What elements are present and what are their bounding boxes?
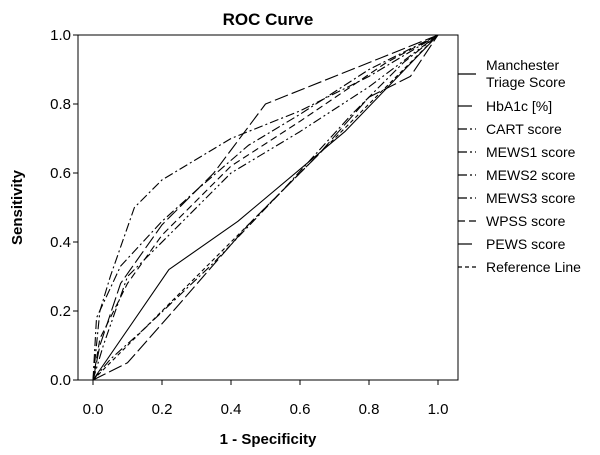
y-tick-label: 0.0 (50, 372, 71, 389)
roc-curve-wpss-score (92, 34, 439, 381)
y-tick-label: 1.0 (50, 27, 71, 44)
x-axis-label: 1 - Specificity (220, 431, 317, 448)
x-tick-label: 0.6 (290, 401, 311, 418)
roc-curve-reference-line (92, 34, 439, 381)
legend-label: HbA1c [%] (486, 98, 552, 114)
legend-label: CART score (486, 121, 562, 137)
roc-curve-mews3-score (92, 34, 439, 381)
legend-label: Triage Score (486, 74, 566, 90)
y-axis-label: Sensitivity (9, 169, 26, 245)
roc-curve-manchester-triage-score (92, 34, 439, 381)
chart-title: ROC Curve (223, 10, 314, 29)
legend-label: MEWS1 score (486, 144, 576, 160)
y-tick-label: 0.2 (50, 303, 71, 320)
roc-curve-cart-score (92, 34, 439, 381)
plot-area (77, 34, 459, 381)
x-tick-label: 1.0 (428, 401, 449, 418)
roc-curve-mews2-score (92, 34, 439, 381)
x-tick-label: 0.2 (152, 401, 173, 418)
legend-label: MEWS3 score (486, 190, 576, 206)
x-tick-label: 0.8 (359, 401, 380, 418)
y-tick-label: 0.8 (50, 96, 71, 113)
legend-label: MEWS2 score (486, 167, 576, 183)
axis-ticks: 0.0 0.2 0.4 0.6 0.8 1.0 0.0 0.2 0.4 0.6 0.8 1.0 (50, 27, 448, 418)
legend-label: Reference Line (486, 259, 581, 275)
x-tick-label: 0.0 (83, 401, 104, 418)
y-tick-label: 0.6 (50, 165, 71, 182)
roc-curves (92, 34, 439, 381)
x-tick-label: 0.4 (221, 401, 242, 418)
legend-label: Manchester (486, 57, 559, 73)
legend-label: WPSS score (486, 213, 566, 229)
roc-curve-hba1c (92, 34, 439, 381)
y-tick-label: 0.4 (50, 234, 71, 251)
roc-curve-mews1-score (92, 34, 439, 381)
legend-label: PEWS score (486, 236, 566, 252)
